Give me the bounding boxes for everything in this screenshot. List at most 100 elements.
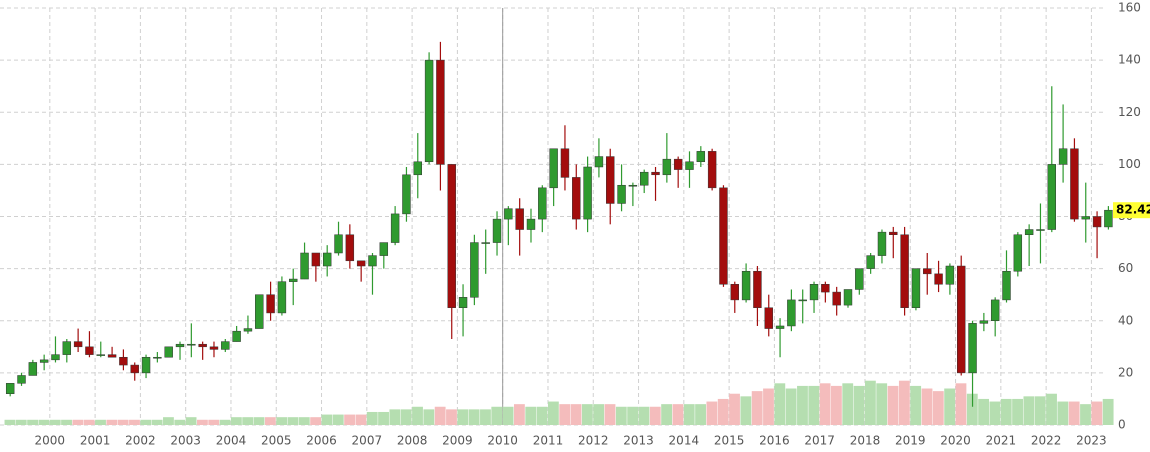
volume-bar [842,383,854,425]
candle-body [968,323,977,374]
volume-bar [4,419,16,425]
volume-bar [615,406,627,425]
candle-body [504,208,513,220]
candle-body [606,156,615,204]
volume-bar [1034,396,1046,425]
x-tick-label: 2015 [714,434,745,448]
candle-body [866,255,875,269]
candle-body [1047,164,1057,230]
volume-bar [230,417,242,425]
candle-body [368,255,377,267]
y-tick-label: 0 [1118,418,1126,432]
candle-body [707,151,717,189]
volume-bar [434,406,446,425]
y-tick-label: 120 [1118,105,1141,119]
x-tick-label: 2007 [352,434,383,448]
candle-body [356,260,366,267]
volume-bar [1023,396,1035,425]
volume-bar [72,419,84,425]
candle-body [617,184,626,204]
candle-body [798,299,807,302]
volume-bar [932,391,944,425]
candle-body [62,341,72,355]
volume-bar [140,419,152,425]
volume-bar [876,383,888,425]
candle-body [28,362,38,376]
candle-body [696,151,706,163]
volume-bar [853,385,865,425]
volume-bar [15,419,27,425]
candle-body [379,242,389,256]
volume-bar [547,401,559,425]
x-tick-label: 2011 [533,434,564,448]
candle-body [821,284,830,293]
volume-bar [1068,401,1080,425]
volume-bar [95,419,106,425]
volume-bar [287,417,299,425]
candle-body [300,252,309,280]
candle-body [934,273,943,285]
volume-bar [887,385,899,425]
volume-bar [468,409,480,425]
volume-bar [344,414,356,425]
x-tick-label: 2009 [442,434,473,448]
volume-bar [389,409,401,425]
candle-body [538,187,547,220]
volume-bar [672,404,684,425]
volume-bar [163,417,174,425]
volume-bar [185,417,197,425]
candle-body [990,299,1000,321]
candle-body [39,359,49,363]
x-tick-label: 2018 [850,434,881,448]
candle-body [957,265,966,374]
candle-body [209,346,219,350]
volume-bar [729,393,740,425]
candle-body [1002,270,1011,301]
candle-body [458,297,468,308]
volume-bar [242,417,254,425]
x-tick-label: 2003 [170,434,201,448]
candle-body [1081,216,1090,220]
candle-body [923,268,932,275]
candle-body [741,270,751,301]
volume-bar [264,417,276,425]
candle-body [730,284,739,301]
candle-body [73,341,83,348]
candle-body [243,328,253,332]
volume-bar [27,419,38,425]
candle-body [877,231,887,256]
candle-body [1070,148,1079,220]
volume-bar [638,406,650,425]
x-tick-label: 2000 [35,434,66,448]
candle-body [1013,234,1023,272]
y-tick-label: 60 [1118,261,1133,275]
candle-body [945,265,955,285]
candle-body [764,307,773,329]
x-tick-label: 2019 [895,434,926,448]
candle-body [413,161,422,176]
volume-bar [332,414,344,425]
volume-bar [1080,404,1091,425]
volume-bar [536,406,548,425]
volume-bar [910,385,922,425]
volume-bar [683,404,695,425]
volume-bar [321,414,333,425]
candle-body [572,177,581,220]
candle-body [436,59,445,165]
candle-body [628,184,638,187]
candle-body [639,171,649,186]
x-tick-label: 2022 [1031,434,1062,448]
x-tick-label: 2021 [986,434,1017,448]
volume-bar [412,406,423,425]
volume-bar [1102,398,1114,425]
volume-bar [457,409,469,425]
volume-bar [400,409,412,425]
x-tick-label: 2002 [125,434,156,448]
candle-body [685,161,694,170]
candle-body [345,234,355,262]
candle-body [289,278,298,282]
volume-bar [921,388,933,425]
candle-body [549,148,558,189]
x-tick-label: 2014 [669,434,700,448]
